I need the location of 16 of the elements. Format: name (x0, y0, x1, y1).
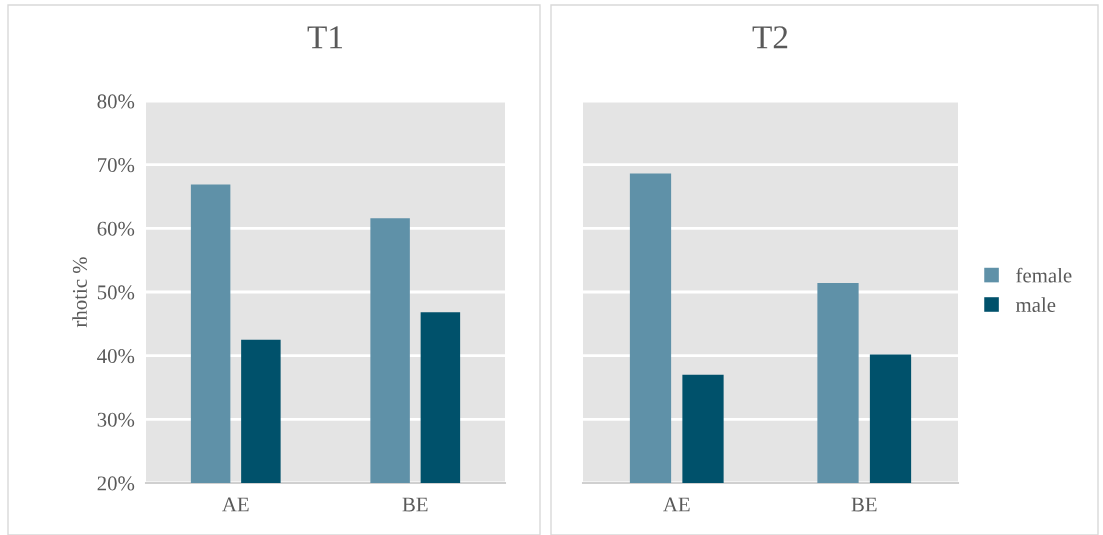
x-tick-label: AE (663, 497, 690, 512)
y-tick-label: 30% (97, 412, 135, 427)
x-tick-label: BE (851, 497, 877, 512)
chart-title: T2 (752, 26, 788, 49)
y-axis-title: rhotic % (72, 257, 87, 328)
legend-label: female (1016, 267, 1072, 283)
y-tick-label: 80% (97, 94, 135, 109)
y-tick-label: 40% (97, 349, 135, 364)
x-tick-label: AE (222, 497, 249, 512)
y-tick-label: 20% (97, 476, 135, 491)
y-tick-label: 70% (98, 158, 135, 173)
legend-label: male (1015, 297, 1056, 312)
chart-title: T1 (307, 26, 343, 49)
y-tick-label: 50% (97, 285, 135, 300)
x-tick-label: BE (402, 497, 428, 512)
y-tick-label: 60% (97, 221, 135, 236)
